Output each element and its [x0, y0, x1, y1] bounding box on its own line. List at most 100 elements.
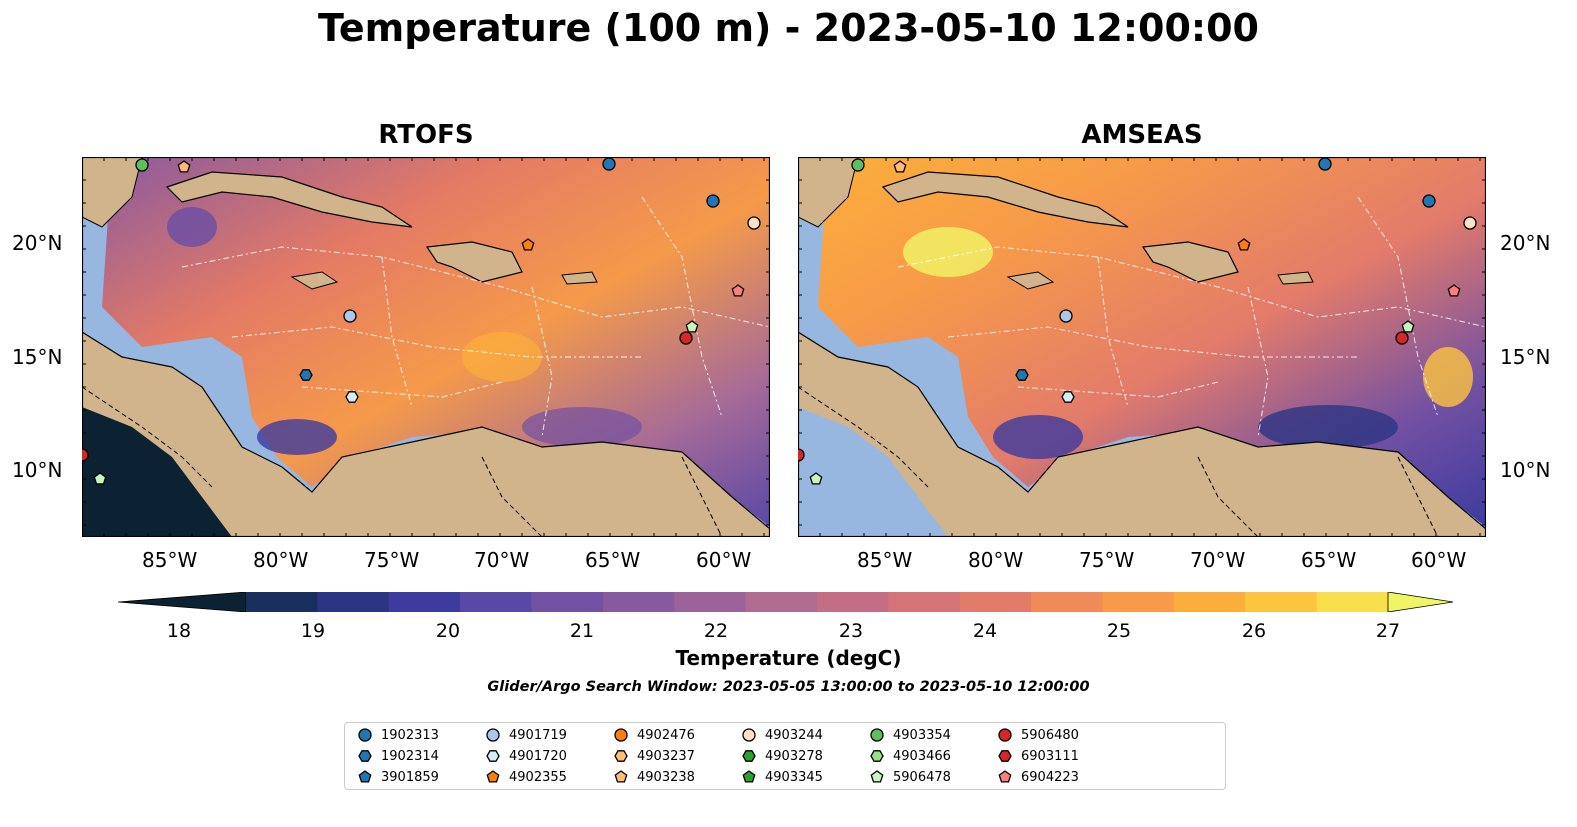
float-marker — [521, 238, 535, 251]
legend-item: 5906478 — [869, 767, 951, 787]
warm-eddy — [462, 332, 542, 382]
colorbar-extend-high — [1387, 592, 1453, 612]
amseas-map[interactable] — [798, 157, 1486, 537]
float-marker — [1015, 369, 1029, 381]
colorbar-segment — [959, 592, 1032, 612]
legend-marker — [998, 728, 1012, 742]
colorbar-tick: 19 — [300, 620, 326, 642]
legend-item: 5906480 — [997, 725, 1079, 745]
legend-marker — [870, 750, 884, 762]
legend-marker — [742, 770, 756, 783]
float-marker — [299, 369, 313, 381]
legend-marker — [358, 750, 372, 762]
map-frame — [798, 157, 1486, 537]
float-marker — [1061, 391, 1075, 403]
colorbar-segment — [1031, 592, 1103, 612]
legend-label: 1902313 — [381, 727, 439, 743]
legend-marker — [358, 770, 372, 783]
rtofs-map[interactable] — [82, 157, 770, 537]
lon-label-left-60w: 60°W — [696, 548, 752, 572]
lat-label-right-20n: 20°N — [1500, 231, 1551, 255]
float-marker — [1395, 331, 1409, 345]
legend-marker — [998, 770, 1012, 783]
cool-eddy — [257, 419, 337, 455]
legend-marker — [358, 728, 372, 742]
map-ticks — [798, 157, 1486, 537]
colorbar-segment — [817, 592, 889, 612]
float-marker — [809, 472, 823, 485]
legend-label: 4903238 — [637, 769, 695, 785]
circle-marker-icon — [614, 728, 628, 742]
hexagon-marker-icon — [998, 750, 1012, 762]
float-marker — [893, 160, 907, 173]
colorbar-segment — [246, 592, 318, 612]
legend-label: 5906480 — [1021, 727, 1079, 743]
circle-marker-icon — [358, 728, 372, 742]
legend-item: 1902313 — [357, 725, 439, 745]
legend-marker — [870, 770, 884, 783]
land-central-south-america — [82, 331, 770, 537]
lon-label-right-60w: 60°W — [1411, 548, 1467, 572]
circle-marker-icon — [998, 728, 1012, 742]
lon-label-right-80w: 80°W — [968, 548, 1024, 572]
float-markers — [798, 157, 1477, 485]
legend-item: 4903466 — [869, 746, 951, 766]
land-puerto-rico — [561, 271, 598, 285]
legend-item: 3901859 — [357, 767, 439, 787]
circle-marker-icon — [870, 728, 884, 742]
eez-boundaries — [897, 196, 1486, 438]
hexagon-marker-icon — [742, 750, 756, 762]
lat-label-right-15n: 15°N — [1500, 345, 1551, 369]
colorbar-segment — [888, 592, 961, 612]
legend-item: 4901719 — [485, 725, 567, 745]
land-puerto-rico — [1277, 271, 1314, 285]
legend-item: 4903278 — [741, 746, 823, 766]
float-marker — [731, 284, 745, 297]
colorbar-segment — [745, 592, 818, 612]
hexagon-marker-icon — [614, 750, 628, 762]
lon-label-left-85w: 85°W — [142, 548, 198, 572]
cool-eddy — [167, 207, 217, 247]
legend-label: 4903244 — [765, 727, 823, 743]
lat-label-left-20n: 20°N — [12, 231, 63, 255]
map-frame — [82, 157, 770, 537]
colorbar-tick: 26 — [1241, 620, 1267, 642]
temperature-colorbar — [118, 592, 1453, 612]
colorbar-tick: 22 — [703, 620, 729, 642]
lat-label-right-10n: 10°N — [1500, 458, 1551, 482]
colorbar-segment — [1173, 592, 1246, 612]
land-hispaniola — [425, 241, 523, 283]
legend-marker — [486, 770, 500, 783]
panel-title-amseas: AMSEAS — [1081, 120, 1203, 150]
legend-marker — [998, 750, 1012, 762]
legend-label: 6903111 — [1021, 748, 1079, 764]
float-marker — [1059, 309, 1073, 323]
lon-label-left-70w: 70°W — [474, 548, 530, 572]
legend-marker — [870, 728, 884, 742]
float-marker — [685, 320, 699, 333]
search-window-text: Glider/Argo Search Window: 2023-05-05 13… — [487, 679, 1090, 695]
legend-label: 4901719 — [509, 727, 567, 743]
float-marker — [1318, 157, 1332, 171]
legend-label: 3901859 — [381, 769, 439, 785]
float-marker — [798, 448, 805, 462]
legend-marker — [614, 770, 628, 783]
pentagon-marker-icon — [486, 770, 500, 783]
colorbar-extend-low — [118, 592, 247, 612]
panel-title-rtofs: RTOFS — [378, 120, 474, 150]
land-jamaica — [290, 271, 339, 290]
legend-label: 4902355 — [509, 769, 567, 785]
legend-marker — [614, 728, 628, 742]
legend-label: 5906478 — [893, 769, 951, 785]
colorbar-tick: 24 — [972, 620, 998, 642]
legend-item: 6903111 — [997, 746, 1079, 766]
lon-label-left-65w: 65°W — [585, 548, 641, 572]
legend-item: 4902355 — [485, 767, 567, 787]
float-marker — [135, 158, 149, 172]
lat-label-left-15n: 15°N — [12, 345, 63, 369]
country-borders — [82, 386, 723, 537]
cool-eddy — [993, 415, 1083, 459]
legend-marker — [614, 750, 628, 762]
legend-marker — [742, 728, 756, 742]
legend-label: 1902314 — [381, 748, 439, 764]
